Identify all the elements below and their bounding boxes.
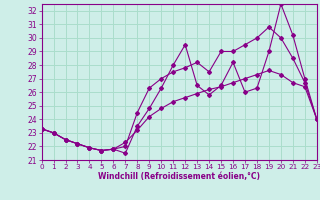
X-axis label: Windchill (Refroidissement éolien,°C): Windchill (Refroidissement éolien,°C)	[98, 172, 260, 181]
